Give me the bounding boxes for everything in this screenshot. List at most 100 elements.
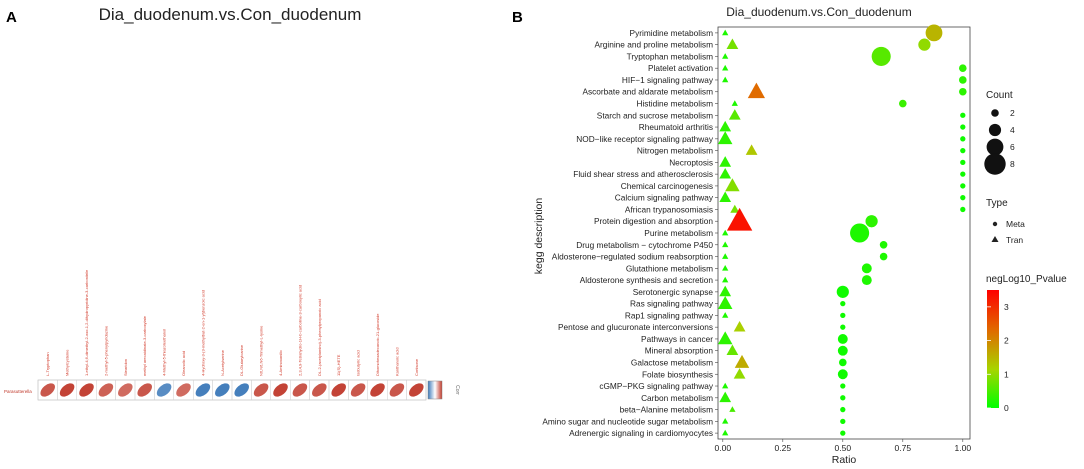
point-tran (747, 82, 766, 99)
point-meta (960, 159, 966, 166)
point-tran (728, 109, 741, 120)
heatmap-column-label: Oleanolic acid (181, 351, 186, 376)
point-tran (733, 320, 746, 332)
heatmap-column-label: 4-Methyl-5-thiazoleethanol (162, 329, 167, 376)
point-tran (731, 100, 738, 106)
point-tran (726, 38, 739, 49)
y-tick-label: Folate biosynthesis (642, 369, 713, 379)
legend-count-entries: 2 4 6 8 (984, 108, 1015, 175)
colorbar-tick-label: 2 (1004, 336, 1009, 346)
legend-count-label: 2 (1010, 108, 1015, 118)
point-meta (959, 87, 967, 96)
point-meta (836, 285, 849, 298)
legend-type-title: Type (986, 198, 1008, 209)
heatmap-column-label: DL-Glutarylcarine (239, 344, 244, 376)
y-tick-label: African trypanosomiasis (625, 204, 713, 214)
point-tran (722, 29, 729, 36)
y-axis-label: kegg description (533, 198, 545, 275)
y-tick-label: Pathways in cancer (641, 334, 713, 344)
point-meta (840, 418, 846, 424)
point-meta (925, 24, 943, 42)
legend-count-label: 4 (1010, 125, 1015, 135)
heatmap-cells (37, 379, 427, 401)
colorbar-tick-label: 3 (1004, 302, 1009, 312)
legend-colorbar (987, 290, 999, 408)
point-meta (861, 275, 872, 286)
point-meta (861, 263, 872, 274)
legend-count-circle (984, 153, 1006, 175)
legend-count-label: 8 (1010, 159, 1015, 169)
point-meta (865, 215, 878, 228)
heatmap-color-legend (427, 380, 443, 400)
legend-color-ticks: 3 2 1 0 (987, 302, 1009, 413)
heatmap-ellipse (234, 383, 249, 397)
heatmap-column-label: 4-Aminoxanilic (278, 350, 283, 376)
legend-count-circle (991, 109, 999, 117)
heatmap-row-label: Parasutterella (4, 389, 32, 394)
point-meta (840, 324, 846, 330)
y-tick-label: Starch and sucrose metabolism (597, 110, 713, 120)
y-tick-label: Rheumatoid arthritis (639, 122, 713, 132)
y-tick-label: Purine metabolism (644, 228, 713, 238)
point-tran (722, 76, 729, 83)
point-tran (722, 265, 729, 271)
heatmap-column-label: methyl arecaidinate-3-carboxylate (142, 315, 147, 376)
point-meta (840, 430, 846, 436)
x-tick-label: 0.50 (835, 443, 852, 453)
heatmap-ellipse (331, 383, 346, 397)
legend-count-title: Count (986, 90, 1013, 101)
heatmap-ellipse (118, 383, 133, 397)
y-tick-label: beta−Alanine metabolism (620, 405, 713, 415)
y-tick-label: Platelet activation (648, 63, 713, 73)
point-tran (722, 229, 729, 236)
legend-color-title: negLog10_Pvalue (986, 274, 1067, 285)
point-tran (733, 368, 746, 379)
colorbar-tick-label: 0 (1004, 403, 1009, 413)
point-meta (837, 369, 848, 380)
heatmap-ellipse (98, 383, 114, 397)
heatmap-ellipse (79, 383, 94, 397)
legend: Count 2 4 6 8 Type Meta Tran negLog10_Pvalu… (984, 90, 1067, 413)
heatmap-column-label: Stearidon (123, 359, 128, 376)
heatmap-ellipse (156, 383, 172, 397)
y-tick-label: Rap1 signaling pathway (625, 310, 714, 320)
point-meta (959, 64, 967, 72)
heatmap-column-label: Methylcysteine (65, 349, 70, 376)
x-tick-label: 0.75 (895, 443, 912, 453)
point-tran (719, 191, 732, 203)
heatmap-column-label: 4-Hydroxy-3-(3-methylbut-2-en-1-yl)benzo… (200, 290, 205, 376)
heatmap-ellipse (195, 383, 211, 397)
point-tran (722, 276, 729, 283)
point-tran (726, 344, 739, 356)
y-tick-label: Pyrimidine metabolism (630, 28, 714, 38)
point-meta (960, 183, 966, 189)
heatmap-column-label: L-Tryptophan (45, 352, 50, 376)
heatmap-ellipse (176, 383, 191, 397)
heatmap-column-label: Isobutyric acid (356, 350, 361, 376)
point-meta (960, 206, 966, 213)
heatmap-ellipse (389, 383, 405, 397)
y-tick-label: Adrenergic signaling in cardiomyocytes (569, 428, 713, 438)
point-tran (719, 285, 732, 297)
y-tick-label: Arginine and proline metabolism (594, 40, 713, 50)
panel-b: B Dia_duodenum.vs.Con_duodenum Pyrimidin… (512, 5, 1067, 466)
point-tran (734, 354, 750, 368)
heatmap-column-label: 11(S)-HETE (336, 354, 341, 376)
point-meta (960, 112, 966, 118)
heatmap-column-labels: L-Tryptophan Methylcysteine 1-ethyl-4,6-di… (45, 269, 419, 376)
legend-type-tran-triangle (991, 236, 999, 242)
heatmap-column-label: DL-2-(acetylamino)-3-phenylpropanoic aci… (317, 299, 322, 376)
y-tick-label: Galactose metabolism (631, 357, 713, 367)
point-tran (719, 167, 732, 179)
y-tick-label: Ras signaling pathway (630, 299, 714, 309)
x-tick-label: 0.25 (775, 443, 792, 453)
y-tick-label: Necroptosis (669, 157, 713, 167)
point-meta (879, 252, 888, 261)
heatmap-legend-label: Corr (454, 385, 460, 395)
point-tran (722, 418, 729, 424)
point-meta (879, 240, 888, 249)
heatmap-ellipse (292, 383, 308, 397)
point-tran (730, 204, 740, 213)
point-meta (840, 395, 846, 401)
